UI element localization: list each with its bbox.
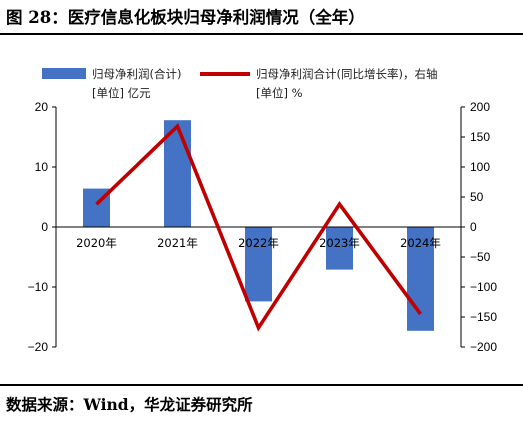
legend-label-line: 归母净利润合计(同比增长率)，右轴 [256,67,437,81]
y-right-tick-label-7: −150 [470,310,497,324]
y-left-ticks: 20 10 0 −10 −20 [28,100,56,354]
figure-title: 图 28：医疗信息化板块归母净利润情况（全年） [6,8,365,27]
bar-2 [245,227,272,302]
top-rule [0,33,523,35]
y-right-tick-label-6: −100 [470,280,497,294]
bottom-rule [0,384,523,386]
source-note: 数据来源：Wind，华龙证券研究所 [6,395,253,414]
bar-1 [164,120,191,227]
legend-unit-bar: [单位] 亿元 [92,86,151,100]
bar-series [83,120,434,331]
y-right-tick-label-3: 50 [470,190,484,204]
y-right-tick-label-8: −200 [470,340,497,354]
y-right-tick-label-5: −50 [470,250,491,264]
bar-3 [326,227,353,270]
y-right-tick-label-2: 100 [470,160,490,174]
y-left-tick-label-4: −20 [28,340,49,354]
x-category-label-1: 2021年 [157,236,198,250]
axes [55,107,462,347]
y-left-tick-label-3: −10 [28,280,49,294]
y-right-ticks: 200 150 100 50 0 −50 −100 −150 −200 [461,100,497,354]
y-left-tick-label-1: 10 [35,160,49,174]
y-left-tick-label-2: 0 [41,220,48,234]
legend: 归母净利润(合计) [单位] 亿元 归母净利润合计(同比增长率)，右轴 [单位]… [42,67,437,100]
chart: 归母净利润(合计) [单位] 亿元 归母净利润合计(同比增长率)，右轴 [单位]… [28,67,498,354]
legend-unit-line: [单位] % [256,86,303,100]
y-right-tick-label-0: 200 [470,100,490,114]
growth-line [95,123,422,332]
legend-swatch-bar [42,68,86,79]
y-right-tick-label-1: 150 [470,130,490,144]
x-category-labels: 2020年 2021年 2022年 2023年 2024年 [76,236,441,250]
y-left-tick-label-0: 20 [35,100,49,114]
x-category-label-0: 2020年 [76,236,117,250]
line-series [95,123,422,332]
legend-label-bar: 归母净利润(合计) [92,67,181,81]
x-category-label-2: 2022年 [238,236,279,250]
y-right-tick-label-4: 0 [470,220,477,234]
x-category-label-4: 2024年 [400,236,441,250]
x-category-label-3: 2023年 [319,236,360,250]
